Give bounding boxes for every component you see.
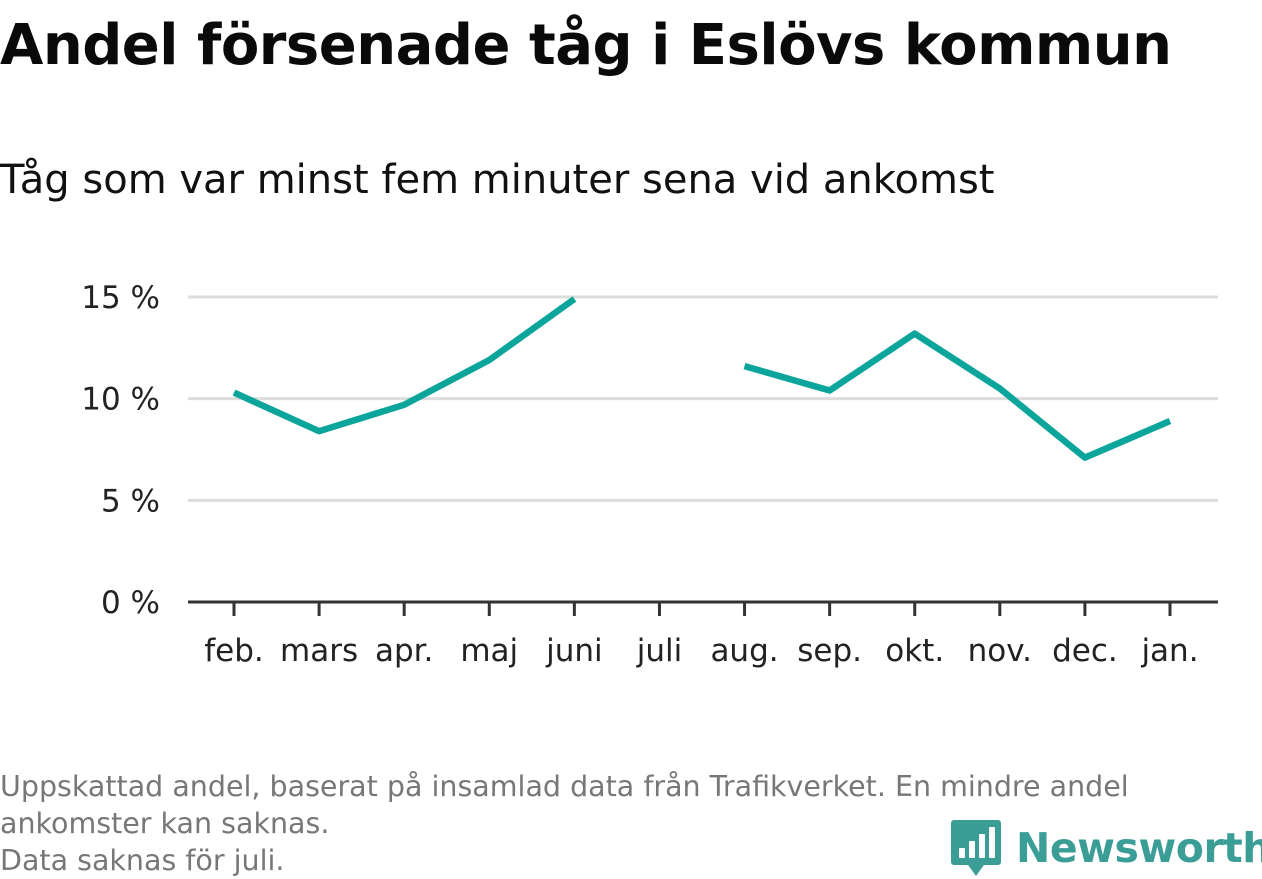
x-tick-label: apr. xyxy=(375,633,433,669)
footnote-line-1: Uppskattad andel, baserat på insamlad da… xyxy=(0,770,1129,803)
x-tick-label: feb. xyxy=(204,633,264,669)
chart-subtitle: Tåg som var minst fem minuter sena vid a… xyxy=(0,157,995,203)
x-tick-label: sep. xyxy=(797,633,862,669)
brand-logo: Newsworthy xyxy=(950,818,1262,878)
x-tick-label: maj xyxy=(460,633,518,669)
footnote-line-2: ankomster kan saknas. xyxy=(0,807,330,840)
x-axis xyxy=(188,600,1218,616)
gridlines xyxy=(188,295,1218,502)
footnote-line-3: Data saknas för juli. xyxy=(0,844,285,877)
x-tick-label: juni xyxy=(545,633,603,669)
chart-footnote: Uppskattad andel, baserat på insamlad da… xyxy=(0,768,1250,879)
y-tick-label: 10 % xyxy=(81,382,160,418)
series-lines xyxy=(232,296,1172,461)
series-line-segment xyxy=(232,296,577,435)
y-axis-tick-labels: 0 % 5 % 10 % 15 % xyxy=(81,280,160,621)
x-tick-label: dec. xyxy=(1052,633,1118,669)
x-tick-label: juli xyxy=(636,633,683,669)
series-line-segment xyxy=(743,330,1172,461)
x-axis-tick-labels: feb. mars apr. maj juni juli aug. sep. okt. nov. d… xyxy=(204,633,1198,669)
y-tick-label: 0 % xyxy=(101,585,160,621)
line-chart: 0 % 5 % 10 % 15 % feb. mars apr. maj juni juli au… xyxy=(81,280,1218,669)
x-tick-label: aug. xyxy=(710,633,778,669)
x-tick-label: okt. xyxy=(885,633,944,669)
x-tick-label: jan. xyxy=(1140,633,1198,669)
chart-title: Andel försenade tåg i Eslövs kommun xyxy=(0,13,1172,78)
x-tick-label: nov. xyxy=(968,633,1032,669)
brand-name: Newsworthy xyxy=(1016,824,1262,872)
newsworthy-logo-icon xyxy=(951,820,1001,876)
y-tick-label: 5 % xyxy=(101,483,160,519)
x-tick-label: mars xyxy=(280,633,358,669)
y-tick-label: 15 % xyxy=(81,280,160,316)
